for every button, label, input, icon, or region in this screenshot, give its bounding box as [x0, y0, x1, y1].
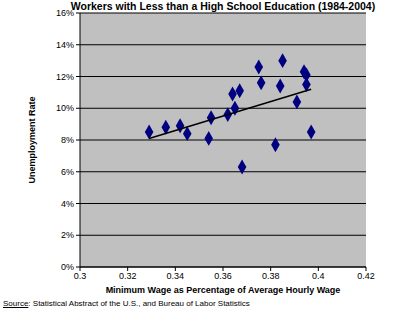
svg-text:12%: 12% [56, 72, 74, 82]
html-text:Source: Statistical Abstract o: Source: Statistical Abstract of the U.S.… [3, 299, 250, 308]
html-text:Minimum Wage as Percentage of: Minimum Wage as Percentage of Average Ho… [105, 285, 341, 295]
html-text:Workers with Less than a High: Workers with Less than a High School Edu… [70, 0, 376, 12]
svg-text:0.4: 0.4 [312, 271, 325, 281]
svg-text:0.34: 0.34 [167, 271, 185, 281]
svg-text:2%: 2% [61, 230, 74, 240]
svg-text:14%: 14% [56, 40, 74, 50]
svg-text:6%: 6% [61, 167, 74, 177]
svg-text:0.36: 0.36 [214, 271, 232, 281]
svg-text:0.38: 0.38 [262, 271, 280, 281]
svg-text:0%: 0% [61, 262, 74, 272]
svg-text:10%: 10% [56, 103, 74, 113]
svg-text:0.32: 0.32 [119, 271, 137, 281]
html-text:Unemployment Rate: Unemployment Rate [27, 96, 37, 184]
svg-text:8%: 8% [61, 135, 74, 145]
svg-text:16%: 16% [56, 8, 74, 19]
svg-text:0.3: 0.3 [74, 271, 87, 281]
svg-text:0.42: 0.42 [357, 271, 375, 281]
svg-text:4%: 4% [61, 199, 74, 209]
